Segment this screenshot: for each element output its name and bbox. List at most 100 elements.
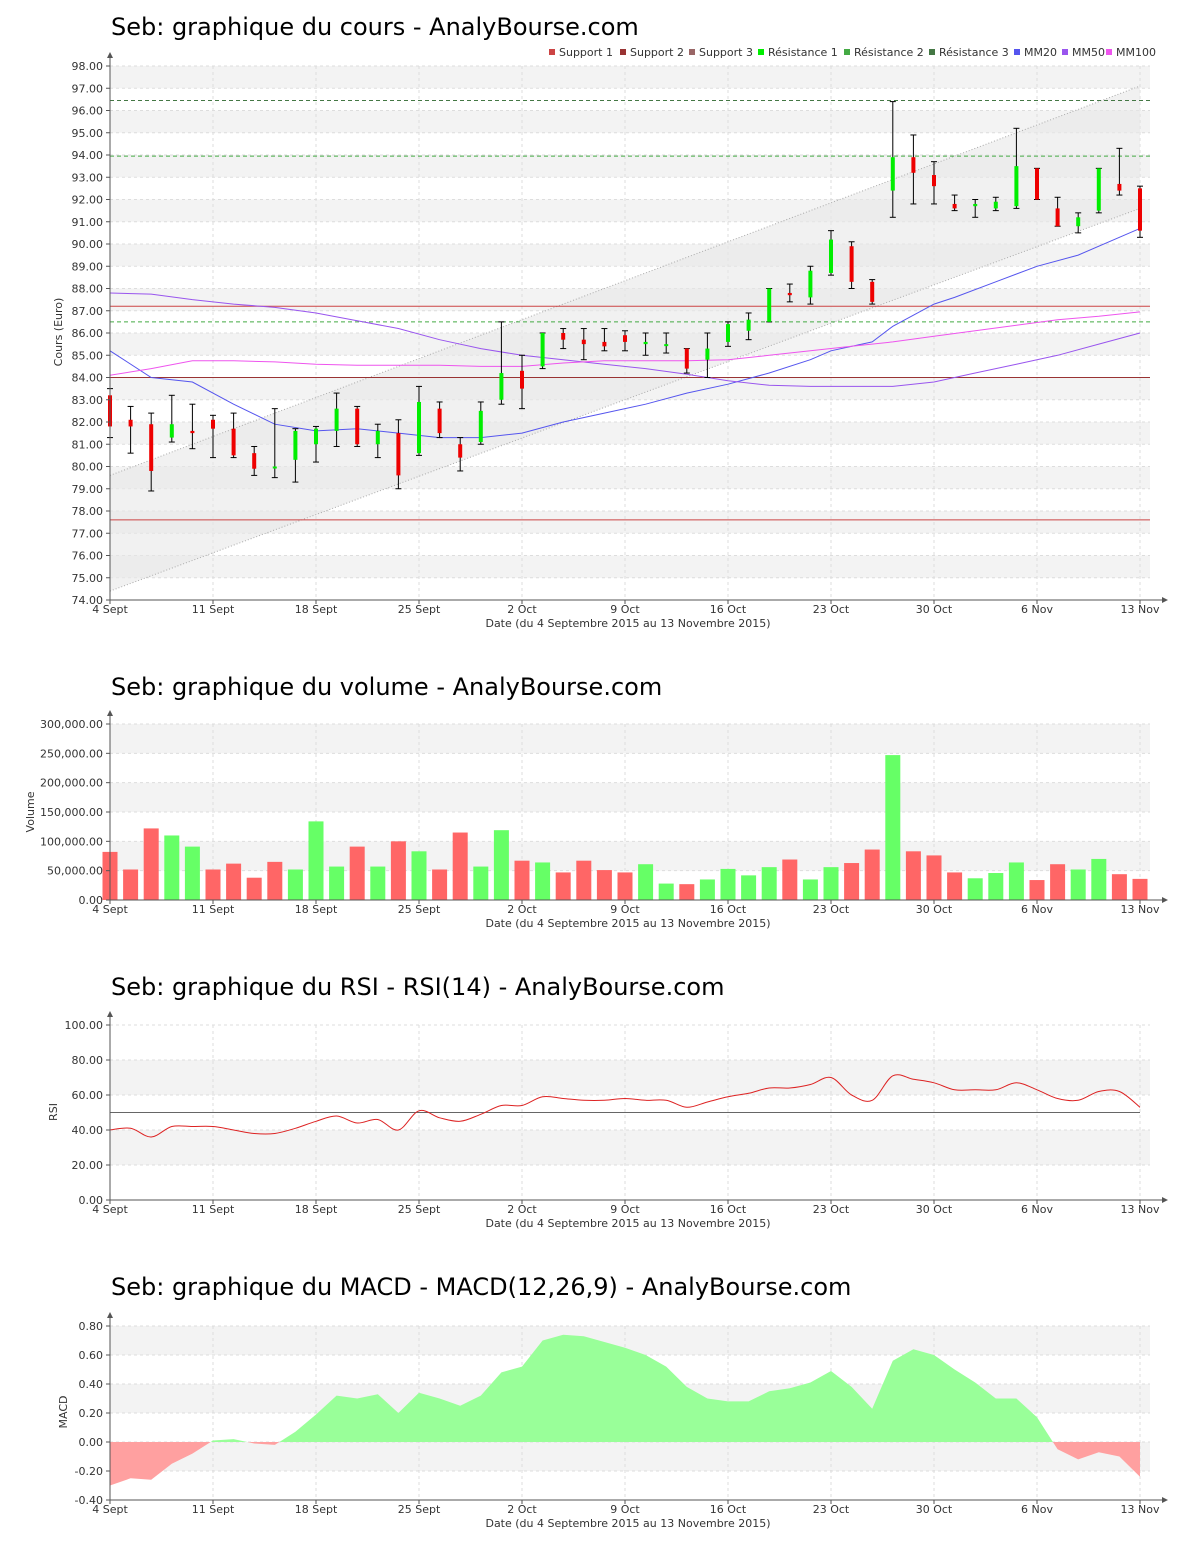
candle bbox=[313, 425, 319, 463]
legend-swatch bbox=[929, 49, 935, 55]
y-tick-label: 100,000.00 bbox=[40, 835, 103, 848]
volume-bar bbox=[1091, 858, 1107, 900]
x-tick-label: 23 Oct bbox=[813, 903, 850, 916]
price-candles bbox=[107, 101, 1143, 492]
candle bbox=[683, 348, 690, 374]
price-y-axis-label: Cours (Euro) bbox=[52, 298, 65, 367]
y-tick-label: 92.00 bbox=[72, 194, 104, 207]
candle bbox=[580, 328, 587, 361]
x-tick-label: 16 Oct bbox=[710, 1203, 747, 1216]
x-tick-label: 11 Sept bbox=[192, 603, 235, 616]
candle bbox=[519, 354, 525, 410]
volume-bar bbox=[473, 866, 489, 900]
candle bbox=[786, 283, 793, 303]
x-tick-label: 18 Sept bbox=[295, 1503, 338, 1516]
x-tick-label: 2 Oct bbox=[507, 603, 537, 616]
x-tick-label: 16 Oct bbox=[710, 603, 747, 616]
candle-body bbox=[705, 348, 710, 360]
volume-bar bbox=[967, 878, 983, 900]
candle-body bbox=[499, 373, 504, 400]
candle-body bbox=[911, 157, 916, 173]
volume-bar bbox=[905, 851, 921, 900]
candle-body bbox=[252, 453, 257, 469]
candle-body bbox=[643, 341, 648, 345]
x-tick-label: 2 Oct bbox=[507, 1203, 537, 1216]
x-tick-label: 30 Oct bbox=[916, 603, 953, 616]
y-tick-label: 0.00 bbox=[79, 1194, 104, 1207]
macd-negative-area bbox=[1052, 1442, 1140, 1477]
y-tick-label: 96.00 bbox=[72, 105, 104, 118]
price-chart-title: Seb: graphique du cours - AnalyBourse.co… bbox=[111, 13, 639, 41]
x-tick-label: 13 Nov bbox=[1121, 603, 1160, 616]
volume-x-axis-label: Date (du 4 Septembre 2015 au 13 Novembre… bbox=[485, 917, 770, 930]
candle bbox=[292, 428, 299, 483]
legend-label: Support 2 bbox=[630, 46, 684, 59]
candle-body bbox=[1055, 208, 1060, 227]
legend-item: MM20 bbox=[1014, 46, 1057, 59]
legend-label: Résistance 2 bbox=[854, 46, 924, 59]
legend-swatch bbox=[689, 49, 695, 55]
x-tick-label: 9 Oct bbox=[610, 1503, 640, 1516]
candle-body bbox=[684, 348, 689, 369]
volume-bar bbox=[535, 862, 551, 900]
macd-chart-title: Seb: graphique du MACD - MACD(12,26,9) -… bbox=[111, 1273, 851, 1301]
x-tick-label: 25 Sept bbox=[398, 1203, 441, 1216]
volume-bar bbox=[143, 828, 159, 900]
legend-label: Résistance 1 bbox=[768, 46, 838, 59]
candle-body bbox=[829, 239, 833, 273]
x-tick-label: 25 Sept bbox=[398, 903, 441, 916]
legend-item: Support 1 bbox=[549, 46, 613, 59]
candle-body bbox=[375, 430, 380, 445]
candle-body bbox=[952, 203, 957, 209]
legend-label: Support 1 bbox=[559, 46, 613, 59]
y-axis-arrow bbox=[107, 52, 113, 58]
volume-bar bbox=[390, 841, 406, 900]
volume-bar bbox=[123, 869, 139, 900]
candle bbox=[622, 330, 628, 352]
volume-bar bbox=[1070, 869, 1086, 900]
candle-body bbox=[1076, 217, 1081, 227]
x-tick-label: 11 Sept bbox=[192, 903, 235, 916]
legend-swatch bbox=[1062, 49, 1068, 55]
candle bbox=[828, 230, 834, 276]
volume-bar bbox=[844, 863, 860, 900]
volume-bar bbox=[267, 861, 283, 900]
candle-body bbox=[396, 433, 401, 476]
volume-bar bbox=[205, 869, 221, 900]
candle-body bbox=[726, 324, 730, 342]
candle-body bbox=[458, 444, 463, 458]
candle-body bbox=[437, 408, 442, 434]
volume-bar bbox=[1132, 878, 1148, 900]
plot-band bbox=[110, 1130, 1150, 1165]
y-tick-label: 81.00 bbox=[72, 438, 104, 451]
x-tick-label: 4 Sept bbox=[92, 603, 128, 616]
candle-body bbox=[746, 319, 751, 331]
candle-body bbox=[272, 466, 277, 469]
trend-channel-lower bbox=[109, 207, 1141, 592]
x-tick-label: 18 Sept bbox=[295, 1203, 338, 1216]
x-tick-label: 4 Sept bbox=[92, 903, 128, 916]
candle-body bbox=[623, 335, 627, 342]
candle bbox=[168, 394, 175, 443]
volume-bar bbox=[164, 835, 180, 900]
candle bbox=[1095, 167, 1102, 214]
rsi-chart-panel: Seb: graphique du RSI - RSI(14) - AnalyB… bbox=[47, 973, 1168, 1230]
x-tick-label: 23 Oct bbox=[813, 1203, 850, 1216]
candle bbox=[766, 288, 773, 323]
legend-item: Résistance 2 bbox=[844, 46, 924, 59]
volume-bar bbox=[452, 832, 468, 900]
candle-body bbox=[314, 428, 318, 445]
candle-body bbox=[1096, 168, 1101, 211]
volume-chart-panel: Seb: graphique du volume - AnalyBourse.c… bbox=[24, 673, 1168, 930]
volume-bar bbox=[658, 883, 674, 900]
legend-label: MM50 bbox=[1072, 46, 1105, 59]
y-tick-label: 90.00 bbox=[72, 238, 104, 251]
candle-body bbox=[355, 408, 360, 445]
candle bbox=[374, 423, 381, 459]
rsi-series-line bbox=[109, 1074, 1141, 1138]
volume-bar bbox=[988, 873, 1004, 900]
legend-swatch bbox=[549, 49, 555, 55]
y-axis-arrow bbox=[107, 1312, 113, 1318]
legend-label: MM100 bbox=[1116, 46, 1156, 59]
volume-bar bbox=[1008, 862, 1024, 900]
